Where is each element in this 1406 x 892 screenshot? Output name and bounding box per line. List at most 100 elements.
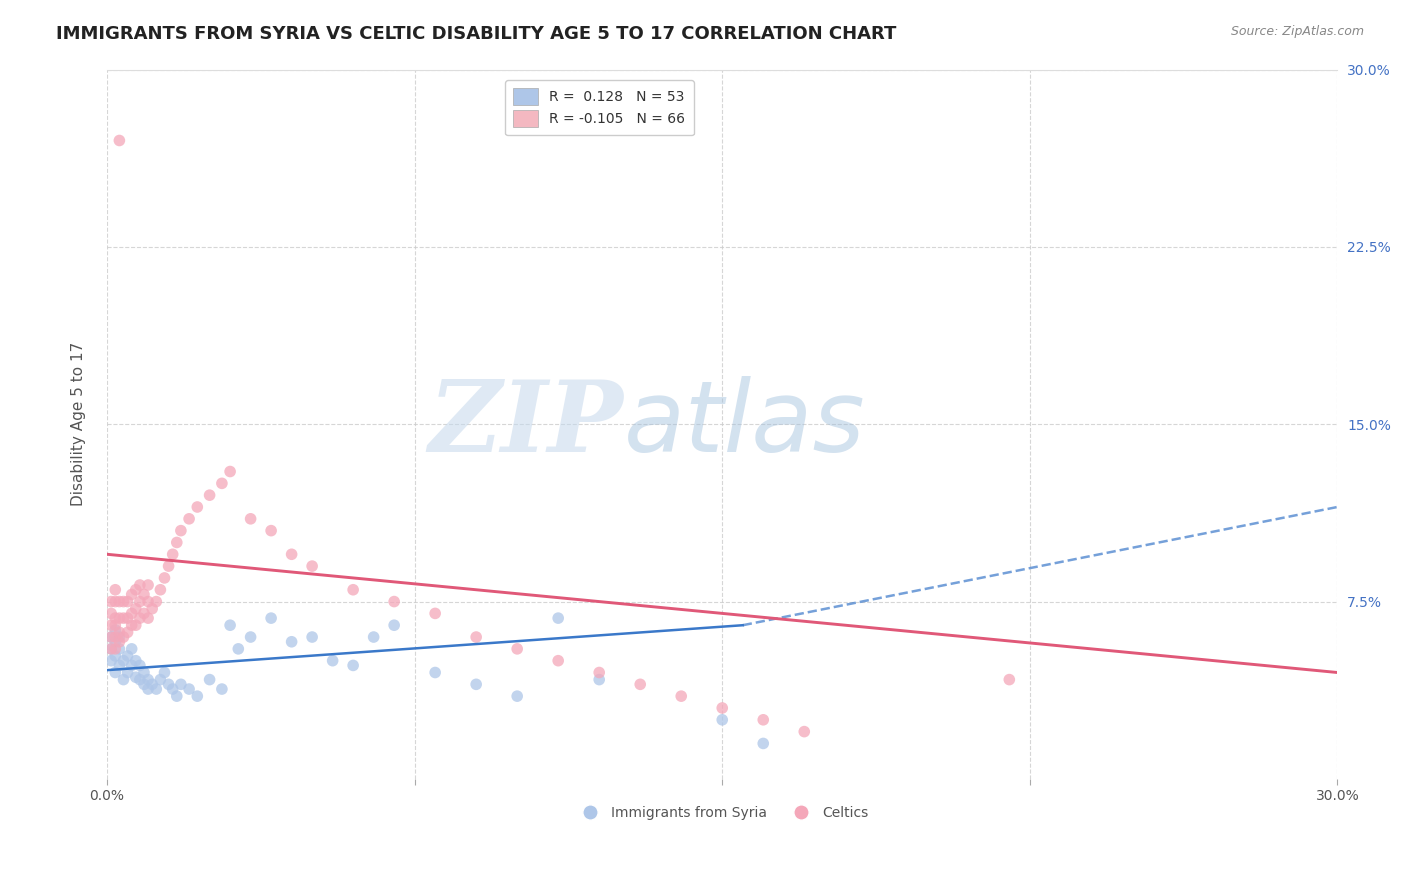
Point [121, 587, 143, 601]
Point [128, 658, 150, 673]
Point [125, 670, 148, 684]
Point [588, 665, 610, 680]
Point [121, 607, 143, 621]
Point [711, 713, 734, 727]
Point [145, 681, 167, 696]
Point [157, 559, 180, 574]
Point [128, 611, 150, 625]
Point [671, 689, 693, 703]
Point [104, 634, 127, 648]
Point [363, 630, 385, 644]
Point [588, 673, 610, 687]
Point [239, 512, 262, 526]
Point [998, 673, 1021, 687]
Point [108, 630, 131, 644]
Point [506, 689, 529, 703]
Point [108, 134, 131, 148]
Point [117, 611, 139, 625]
Point [117, 594, 139, 608]
Point [136, 673, 159, 687]
Point [104, 648, 127, 663]
Point [104, 594, 127, 608]
Point [177, 512, 200, 526]
Point [100, 641, 122, 656]
Point [260, 524, 283, 538]
Point [104, 623, 127, 637]
Point [342, 582, 364, 597]
Point [112, 630, 135, 644]
Point [239, 630, 262, 644]
Point [170, 524, 193, 538]
Point [280, 547, 302, 561]
Point [108, 658, 131, 673]
Point [149, 582, 172, 597]
Point [125, 618, 148, 632]
Point [752, 713, 775, 727]
Text: ZIP: ZIP [429, 376, 624, 473]
Point [186, 500, 208, 514]
Point [128, 673, 150, 687]
Point [136, 611, 159, 625]
Point [128, 594, 150, 608]
Point [141, 677, 163, 691]
Point [108, 625, 131, 640]
Point [301, 630, 323, 644]
Point [112, 594, 135, 608]
Point [112, 673, 135, 687]
Point [136, 681, 159, 696]
Text: IMMIGRANTS FROM SYRIA VS CELTIC DISABILITY AGE 5 TO 17 CORRELATION CHART: IMMIGRANTS FROM SYRIA VS CELTIC DISABILI… [56, 25, 897, 43]
Point [506, 641, 529, 656]
Point [301, 559, 323, 574]
Point [128, 578, 150, 592]
Point [125, 582, 148, 597]
Point [121, 658, 143, 673]
Point [104, 665, 127, 680]
Point [121, 618, 143, 632]
Point [108, 641, 131, 656]
Point [100, 618, 122, 632]
Point [104, 630, 127, 644]
Point [752, 736, 775, 750]
Point [125, 601, 148, 615]
Point [108, 594, 131, 608]
Point [198, 673, 221, 687]
Legend: Immigrants from Syria, Celtics: Immigrants from Syria, Celtics [571, 800, 875, 825]
Point [166, 535, 188, 549]
Point [100, 630, 122, 644]
Point [322, 654, 344, 668]
Text: atlas: atlas [624, 376, 866, 473]
Point [260, 611, 283, 625]
Point [153, 571, 176, 585]
Point [141, 601, 163, 615]
Point [108, 634, 131, 648]
Point [547, 611, 569, 625]
Point [280, 634, 302, 648]
Point [628, 677, 651, 691]
Point [104, 611, 127, 625]
Point [177, 681, 200, 696]
Point [465, 677, 488, 691]
Point [547, 654, 569, 668]
Point [117, 665, 139, 680]
Point [104, 641, 127, 656]
Point [136, 578, 159, 592]
Point [211, 476, 233, 491]
Point [100, 630, 122, 644]
Point [117, 625, 139, 640]
Point [132, 665, 155, 680]
Point [170, 677, 193, 691]
Point [382, 594, 405, 608]
Point [219, 618, 242, 632]
Point [198, 488, 221, 502]
Point [104, 582, 127, 597]
Point [465, 630, 488, 644]
Point [104, 618, 127, 632]
Point [162, 547, 184, 561]
Point [149, 673, 172, 687]
Point [342, 658, 364, 673]
Point [186, 689, 208, 703]
Point [100, 654, 122, 668]
Point [125, 654, 148, 668]
Point [132, 587, 155, 601]
Point [162, 681, 184, 696]
